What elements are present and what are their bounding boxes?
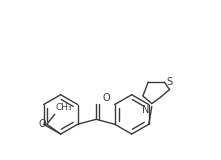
Text: O: O <box>102 93 110 103</box>
Text: O: O <box>38 119 46 129</box>
Text: N: N <box>143 105 150 115</box>
Text: S: S <box>166 77 172 87</box>
Text: CH₃: CH₃ <box>56 103 72 112</box>
